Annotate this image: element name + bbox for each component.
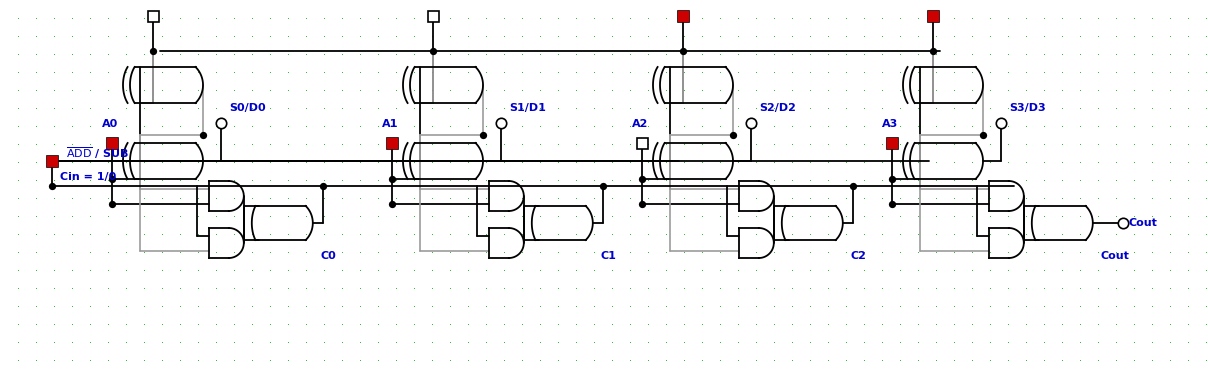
Bar xyxy=(387,138,397,148)
Bar xyxy=(46,155,58,167)
Text: A2: A2 xyxy=(632,119,649,129)
Text: C2: C2 xyxy=(850,251,866,261)
Text: S3/D3: S3/D3 xyxy=(1009,103,1046,113)
Bar xyxy=(887,138,898,148)
Text: A3: A3 xyxy=(882,119,898,129)
Text: Cout: Cout xyxy=(1128,218,1157,228)
Text: B1: B1 xyxy=(425,0,441,2)
Text: B2: B2 xyxy=(675,0,691,2)
Bar xyxy=(678,10,689,22)
Text: C1: C1 xyxy=(600,251,616,261)
Text: S0/D0: S0/D0 xyxy=(230,103,266,113)
Text: S2/D2: S2/D2 xyxy=(759,103,796,113)
Text: Cin = 1/0: Cin = 1/0 xyxy=(60,172,116,182)
Text: C0: C0 xyxy=(321,251,337,261)
Text: A0: A0 xyxy=(101,119,118,129)
Text: B3: B3 xyxy=(925,0,941,2)
Text: S1/D1: S1/D1 xyxy=(509,103,546,113)
Text: B0: B0 xyxy=(145,0,161,2)
Bar xyxy=(147,10,158,22)
Text: A1: A1 xyxy=(382,119,399,129)
Bar xyxy=(637,138,647,148)
Bar xyxy=(106,138,117,148)
Bar xyxy=(928,10,939,22)
Text: Cout: Cout xyxy=(1100,251,1129,261)
Bar xyxy=(428,10,439,22)
Text: $\overline{\mathsf{ADD}}$ / SUB: $\overline{\mathsf{ADD}}$ / SUB xyxy=(66,145,129,161)
